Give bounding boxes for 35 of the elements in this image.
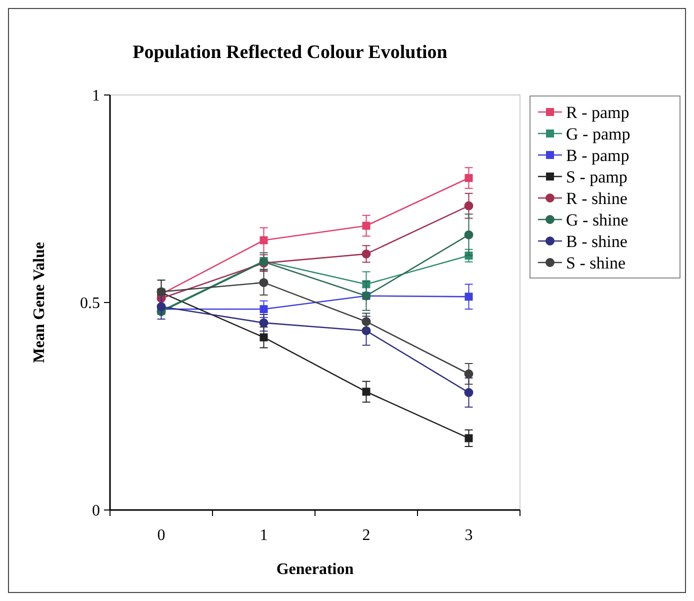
legend-label: G - pamp: [566, 124, 630, 144]
point: [362, 222, 370, 230]
legend-label: R - pamp: [566, 102, 630, 122]
point: [464, 434, 473, 442]
point: [464, 201, 474, 210]
point: [156, 302, 166, 312]
point: [464, 369, 474, 378]
chart-title: Population Reflected Colour Evolution: [132, 42, 448, 63]
x-tick-label: 3: [464, 527, 473, 544]
point: [464, 388, 474, 398]
x-axis-title: Generation: [276, 561, 354, 578]
x-tick-label: 0: [157, 527, 166, 544]
y-tick-label: 1: [92, 88, 100, 105]
point: [259, 318, 268, 328]
point: [260, 333, 268, 342]
point: [464, 292, 473, 301]
legend-label: G - shine: [566, 210, 628, 230]
point: [260, 305, 268, 314]
point: [362, 388, 370, 396]
point: [362, 249, 371, 258]
y-axis-title: Mean Gene Value: [31, 242, 48, 363]
y-tick-label: 0.5: [80, 295, 100, 312]
legend-label: B - shine: [566, 232, 628, 251]
point: [259, 278, 268, 288]
point: [464, 174, 473, 182]
legend-label: S - pamp: [566, 167, 628, 186]
point: [260, 236, 268, 244]
point: [464, 230, 474, 240]
x-tick-label: 2: [362, 527, 370, 544]
point: [362, 317, 371, 326]
y-tick-label: 0: [92, 502, 100, 520]
legend-label: S - shine: [566, 253, 626, 272]
x-tick-label: 1: [260, 527, 268, 544]
legend-label: R - shine: [566, 188, 628, 208]
legend-label: B - pamp: [566, 146, 630, 165]
